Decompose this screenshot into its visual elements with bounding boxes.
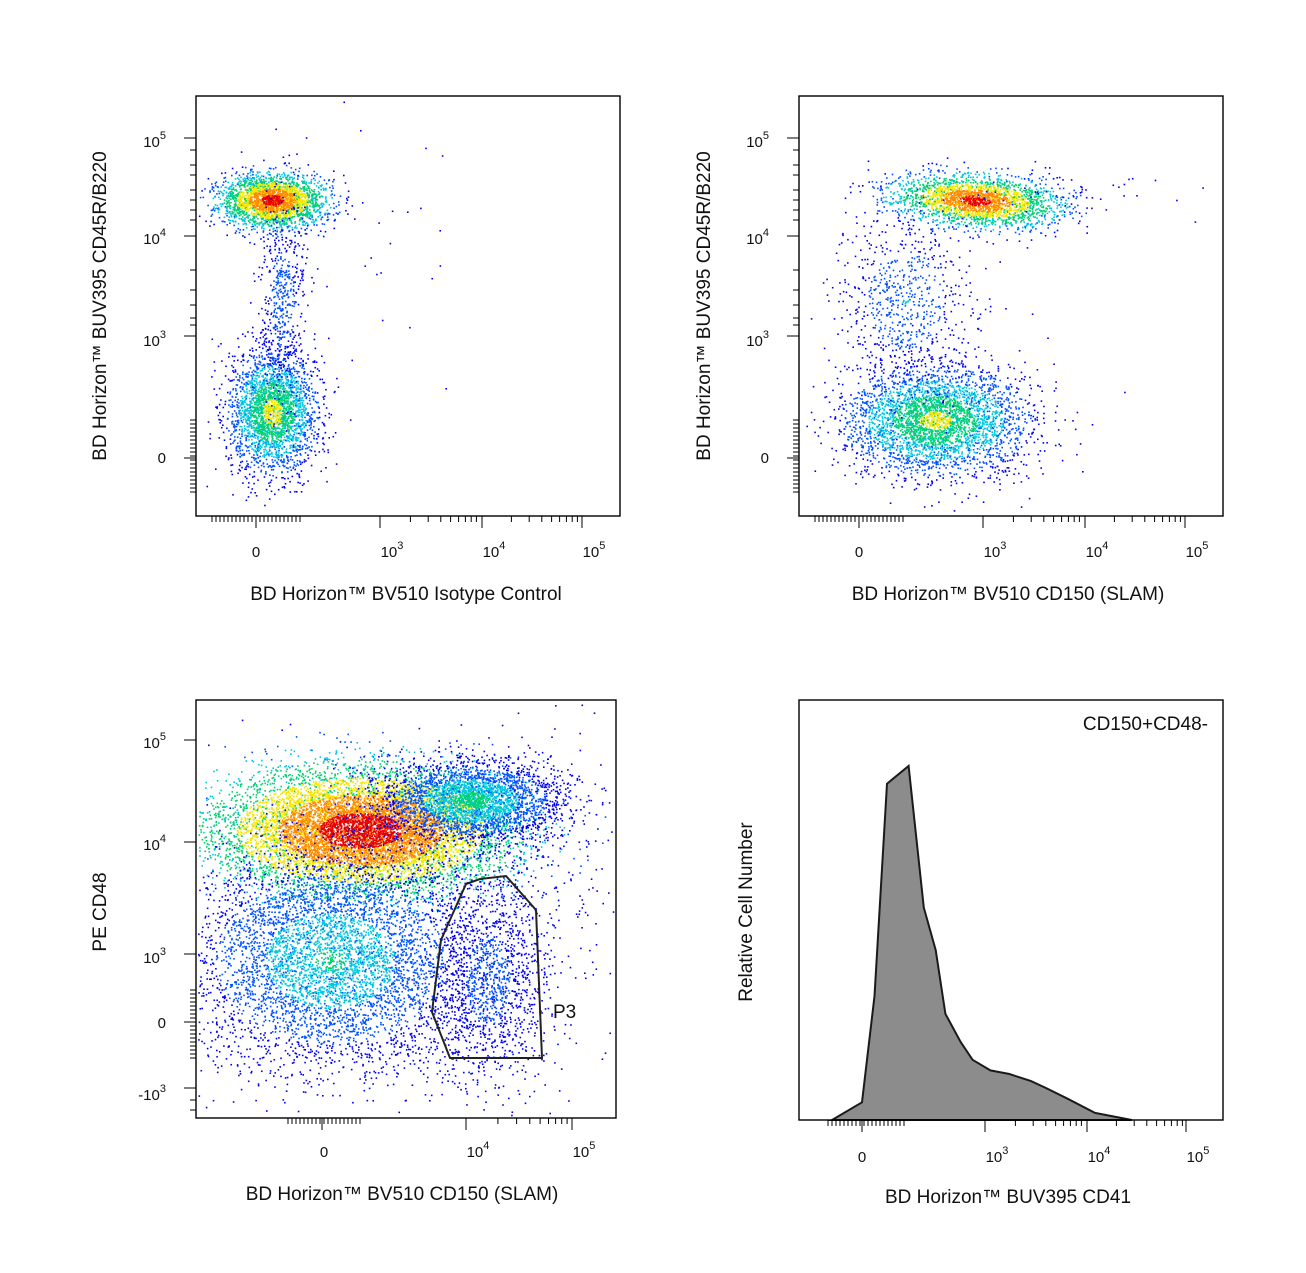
panel2-y-tick-label-3: 105 xyxy=(746,130,769,151)
panel-cd150-vs-cd48: P3 0 104 105 BD Horizon™ BV510 CD150 (SL… xyxy=(90,699,617,1205)
panel2-x-axis-label: BD Horizon™ BV510 CD150 (SLAM) xyxy=(852,584,1165,605)
panel2-dots xyxy=(806,157,1204,512)
histogram-area xyxy=(828,764,1132,1121)
panel2-x-tick-label-2: 104 xyxy=(1086,540,1109,561)
panel4-minor-ticks xyxy=(827,1120,1183,1126)
panel3-x-tick-label-1: 104 xyxy=(467,1140,490,1161)
panel2-minor-ticks xyxy=(793,149,1181,522)
panel1-y-tick-label-1: 103 xyxy=(143,329,166,350)
panel2-y-tick-label-1: 103 xyxy=(746,329,769,350)
histogram-annotation: CD150+CD48- xyxy=(1083,714,1208,735)
panel-cd41-histogram: CD150+CD48- 0 103 104 105 BD Horizon™ BU… xyxy=(736,699,1224,1208)
panel-cd150-vs-b220: 0 103 104 105 BD Horizon™ BV510 CD150 (S… xyxy=(694,95,1224,605)
panel3-frame xyxy=(195,699,617,1119)
panel3-x-axis-label: BD Horizon™ BV510 CD150 (SLAM) xyxy=(246,1184,559,1205)
panel3-y-axis: -103 0 103 104 105 PE CD48 xyxy=(90,731,196,1104)
panel2-x-tick-label-1: 103 xyxy=(984,540,1007,561)
panel3-y-axis-label: PE CD48 xyxy=(90,872,111,951)
panel3-x-tick-label-2: 105 xyxy=(573,1140,596,1161)
panel3-y-tick-label-2: 103 xyxy=(143,946,166,967)
panel1-y-axis-label: BD Horizon™ BUV395 CD45R/B220 xyxy=(90,151,111,460)
panel4-x-axis-label: BD Horizon™ BUV395 CD41 xyxy=(885,1187,1131,1208)
panel1-x-axis: 0 103 104 105 BD Horizon™ BV510 Isotype … xyxy=(250,516,605,605)
panel4-x-axis: 0 103 104 105 BD Horizon™ BUV395 CD41 xyxy=(858,1120,1210,1208)
panel1-y-tick-label-0: 0 xyxy=(158,450,166,467)
panel4-x-tick-label-2: 104 xyxy=(1088,1145,1111,1166)
panel1-y-axis: 0 103 104 105 BD Horizon™ BUV395 CD45R/B… xyxy=(90,130,196,467)
panel2-x-tick-label-0: 0 xyxy=(855,544,863,561)
panel2-x-tick-label-3: 105 xyxy=(1186,540,1209,561)
panel3-x-tick-label-0: 0 xyxy=(320,1144,328,1161)
panel1-y-tick-label-3: 105 xyxy=(143,130,166,151)
panel3-y-tick-label-3: 104 xyxy=(143,833,166,854)
panel1-frame xyxy=(195,95,621,517)
panel2-y-tick-label-2: 104 xyxy=(746,227,769,248)
panel3-y-tick-label-1: 0 xyxy=(158,1015,166,1032)
panel1-x-axis-label: BD Horizon™ BV510 Isotype Control xyxy=(250,584,562,605)
panel3-y-tick-label-0: -103 xyxy=(138,1083,166,1104)
panel4-frame xyxy=(798,699,1224,1121)
panel1-minor-ticks xyxy=(190,149,578,522)
panel2-x-axis: 0 103 104 105 BD Horizon™ BV510 CD150 (S… xyxy=(852,516,1209,605)
panel4-y-axis-label: Relative Cell Number xyxy=(736,822,757,1002)
panel3-x-axis: 0 104 105 BD Horizon™ BV510 CD150 (SLAM) xyxy=(246,1118,596,1205)
gate-p3-label: P3 xyxy=(553,1002,576,1023)
panel2-frame xyxy=(798,95,1224,517)
panel2-y-axis: 0 103 104 105 BD Horizon™ BUV395 CD45R/B… xyxy=(694,130,799,467)
panel3-dots xyxy=(198,704,615,1117)
panel4-y-axis: Relative Cell Number xyxy=(736,822,757,1002)
panel1-dots xyxy=(198,101,447,507)
panel1-x-tick-label-0: 0 xyxy=(252,544,260,561)
panel1-x-tick-label-2: 104 xyxy=(483,540,506,561)
panel2-y-tick-label-0: 0 xyxy=(761,450,769,467)
panel1-x-tick-label-1: 103 xyxy=(381,540,404,561)
panel3-y-tick-label-4: 105 xyxy=(143,731,166,752)
panel4-x-tick-label-0: 0 xyxy=(858,1149,866,1166)
panel2-y-axis-label: BD Horizon™ BUV395 CD45R/B220 xyxy=(694,151,715,460)
panel3-minor-ticks xyxy=(190,989,568,1124)
panel1-x-tick-label-3: 105 xyxy=(583,540,606,561)
panel4-x-tick-label-1: 103 xyxy=(986,1145,1009,1166)
panel4-x-tick-label-3: 105 xyxy=(1187,1145,1210,1166)
panel-isotype-control: 0 103 104 105 BD Horizon™ BV510 Isotype … xyxy=(90,95,621,605)
gate-p3-polygon[interactable] xyxy=(430,874,544,1059)
panel1-y-tick-label-2: 104 xyxy=(143,227,166,248)
